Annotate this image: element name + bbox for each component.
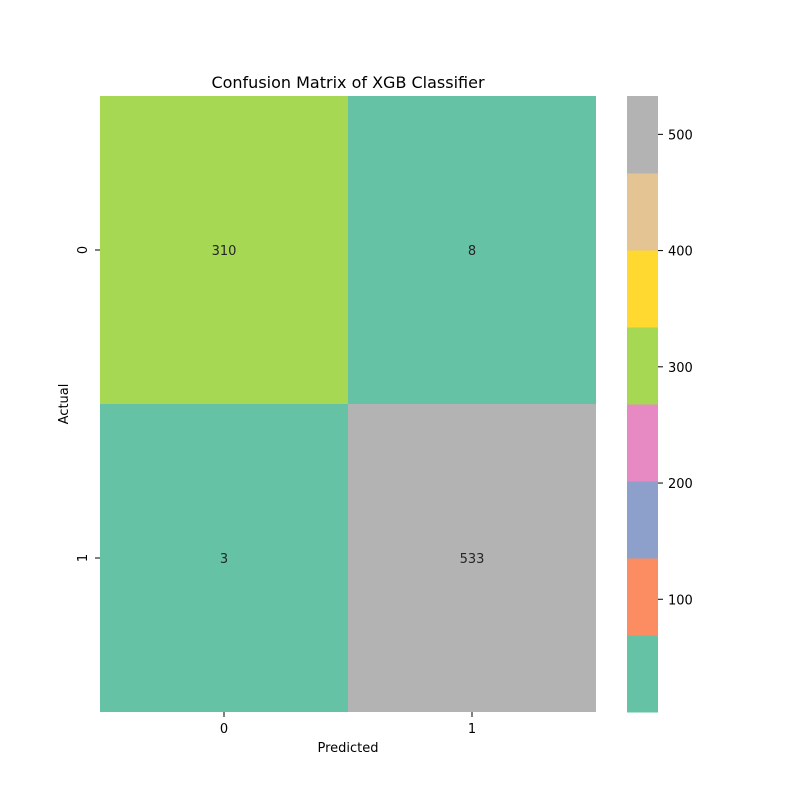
x-axis-label: Predicted — [317, 741, 378, 756]
heatmap-cell-0-0 — [100, 96, 348, 404]
heatmap-cell-labels: 310 8 3 533 — [212, 244, 485, 567]
cell-value-label: 533 — [460, 552, 485, 567]
colorbar-tick-label: 200 — [668, 477, 693, 492]
heatmap-cell-0-1 — [348, 96, 596, 404]
colorbar-tick-label: 500 — [668, 128, 693, 143]
cell-value-label: 3 — [220, 552, 228, 567]
x-tick-label: 0 — [220, 722, 228, 737]
colorbar-segment — [627, 96, 658, 174]
chart-title: Confusion Matrix of XGB Classifier — [211, 73, 485, 92]
heatmap-cell-1-0 — [100, 404, 348, 712]
colorbar-segment — [627, 481, 658, 559]
y-tick-label: 0 — [76, 246, 91, 254]
x-tick-label: 1 — [468, 722, 476, 737]
heatmap-cell-1-1 — [348, 404, 596, 712]
y-axis-label: Actual — [57, 384, 72, 425]
colorbar-ticks: 100 200 300 400 500 — [658, 128, 693, 608]
colorbar-tick-label: 400 — [668, 245, 693, 260]
colorbar-segment — [627, 173, 658, 251]
colorbar-segment — [627, 635, 658, 713]
colorbar — [627, 96, 658, 713]
colorbar-segment — [627, 327, 658, 405]
heatmap-cells — [100, 96, 596, 712]
y-tick-label: 1 — [76, 554, 91, 562]
colorbar-segment — [627, 404, 658, 482]
cell-value-label: 310 — [212, 244, 237, 259]
colorbar-tick-label: 300 — [668, 361, 693, 376]
y-axis: 01 — [76, 246, 100, 562]
colorbar-segment — [627, 558, 658, 636]
cell-value-label: 8 — [468, 244, 476, 259]
colorbar-tick-label: 100 — [668, 593, 693, 608]
colorbar-segment — [627, 250, 658, 328]
